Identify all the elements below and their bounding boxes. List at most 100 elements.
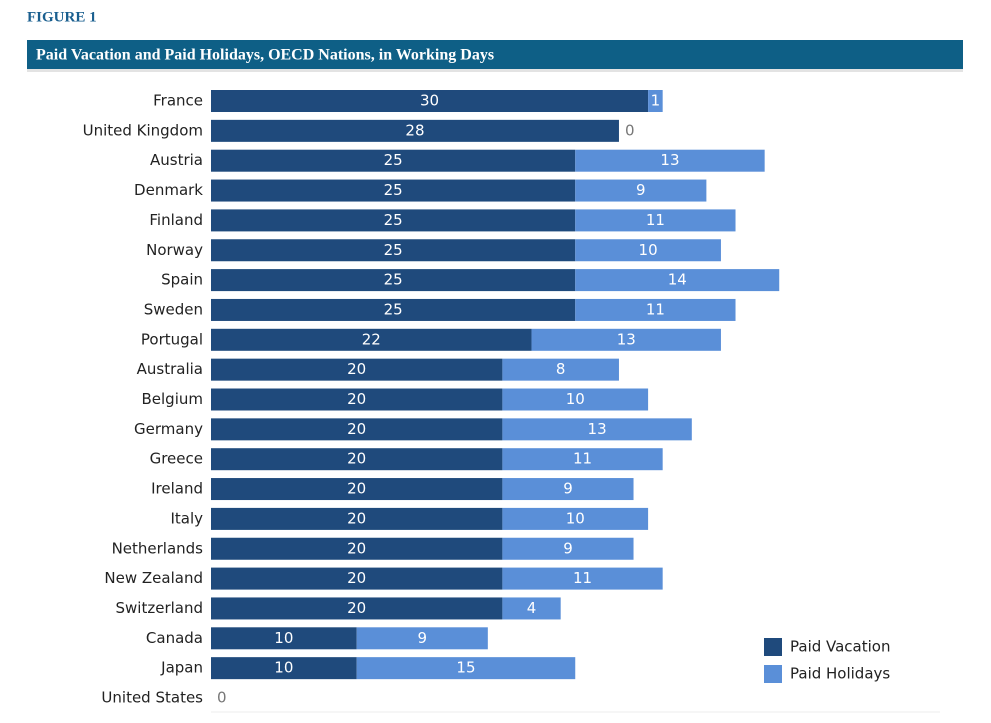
bar-segment: [211, 90, 649, 112]
value-label: 20: [347, 480, 366, 498]
y-tick-label: Sweden: [144, 300, 203, 318]
value-label: 9: [417, 629, 427, 647]
bar-segment: [502, 567, 663, 590]
value-label: 20: [347, 509, 366, 527]
bar-segment: [211, 537, 503, 560]
bar-segment: [211, 269, 576, 292]
bar-segment: [575, 209, 736, 232]
y-tick-label: Spain: [161, 271, 203, 289]
value-label: 8: [556, 360, 566, 378]
bar-segment: [211, 478, 503, 501]
value-label: 10: [566, 509, 585, 527]
bar-segment: [211, 119, 619, 142]
y-tick-label: Switzerland: [116, 599, 204, 617]
bar-segment: [502, 448, 663, 471]
value-label: 25: [384, 271, 403, 289]
bar-segment: [575, 269, 780, 292]
value-label: 22: [362, 330, 381, 348]
value-label: 10: [566, 390, 585, 408]
bar-segment: [648, 90, 663, 112]
bar-segment: [211, 388, 503, 411]
y-tick-label: Greece: [150, 450, 203, 468]
value-label: 20: [347, 539, 366, 557]
y-tick-label: Canada: [146, 629, 203, 647]
bar-segment: [211, 657, 357, 680]
y-tick-label: Portugal: [141, 330, 203, 348]
title-bar-shadow: [27, 69, 963, 72]
value-label: 13: [617, 330, 636, 348]
value-label: 0: [625, 121, 635, 139]
bar-segment: [356, 657, 576, 680]
value-label: 20: [347, 390, 366, 408]
value-label: 25: [384, 211, 403, 229]
bar-segment: [211, 567, 503, 590]
y-tick-label: Australia: [137, 360, 203, 378]
bar-segment: [211, 149, 576, 172]
bar-segment: [575, 239, 721, 262]
value-label: 10: [639, 241, 658, 259]
bar-segment: [502, 418, 692, 441]
bar-segment: [502, 358, 619, 381]
value-label: 11: [646, 211, 665, 229]
y-tick-label: France: [153, 92, 203, 110]
value-label: 25: [384, 181, 403, 199]
bar-segment: [211, 597, 503, 620]
bar-segment: [211, 328, 532, 351]
bar-segment: [531, 328, 721, 351]
bar-segment: [356, 627, 488, 650]
figure-label: FIGURE 1: [27, 9, 97, 25]
y-tick-label: Belgium: [142, 390, 204, 408]
bar-segment: [211, 358, 503, 381]
y-tick-label: Denmark: [134, 181, 203, 199]
bar-segment: [211, 448, 503, 471]
bar-segment: [502, 507, 649, 530]
value-label: 9: [563, 539, 573, 557]
y-tick-label: United States: [101, 689, 203, 707]
value-label: 1: [651, 92, 661, 110]
value-label: 25: [384, 241, 403, 259]
bar-segment: [575, 149, 765, 172]
bar-segment: [575, 298, 736, 321]
value-label: 20: [347, 599, 366, 617]
value-label: 11: [646, 300, 665, 318]
bar-segment: [211, 418, 503, 441]
value-label: 13: [660, 151, 679, 169]
bar-segment: [211, 298, 576, 321]
bar-segment: [211, 239, 576, 262]
y-tick-label: Japan: [160, 659, 203, 677]
value-label: 14: [668, 271, 687, 289]
value-label: 15: [456, 659, 475, 677]
y-tick-label: United Kingdom: [83, 121, 203, 139]
value-label: 25: [384, 300, 403, 318]
bar-segment: [502, 537, 634, 560]
bar-segment: [502, 388, 649, 411]
value-label: 25: [384, 151, 403, 169]
y-tick-label: Finland: [149, 211, 203, 229]
value-label: 10: [274, 659, 293, 677]
value-label: 13: [588, 420, 607, 438]
bar-segment: [575, 179, 707, 202]
chart-title: Paid Vacation and Paid Holidays, OECD Na…: [36, 47, 494, 64]
bar-segment: [211, 179, 576, 202]
bar-segment: [211, 507, 503, 530]
legend-label: Paid Holidays: [790, 665, 890, 683]
bar-segment: [211, 627, 357, 650]
value-label: 9: [636, 181, 646, 199]
y-tick-label: Ireland: [151, 480, 203, 498]
y-tick-label: Netherlands: [112, 539, 204, 557]
y-tick-label: New Zealand: [104, 569, 203, 587]
bar-segment: [502, 478, 634, 501]
y-tick-label: Norway: [146, 241, 203, 259]
value-label: 11: [573, 450, 592, 468]
value-label: 20: [347, 569, 366, 587]
y-tick-label: Germany: [134, 420, 203, 438]
value-label: 4: [527, 599, 537, 617]
legend-label: Paid Vacation: [790, 638, 890, 656]
bar-segment: [211, 209, 576, 232]
value-label: 20: [347, 450, 366, 468]
value-label: 28: [405, 121, 424, 139]
value-label: 20: [347, 420, 366, 438]
value-label: 11: [573, 569, 592, 587]
bar-segment: [502, 597, 561, 620]
